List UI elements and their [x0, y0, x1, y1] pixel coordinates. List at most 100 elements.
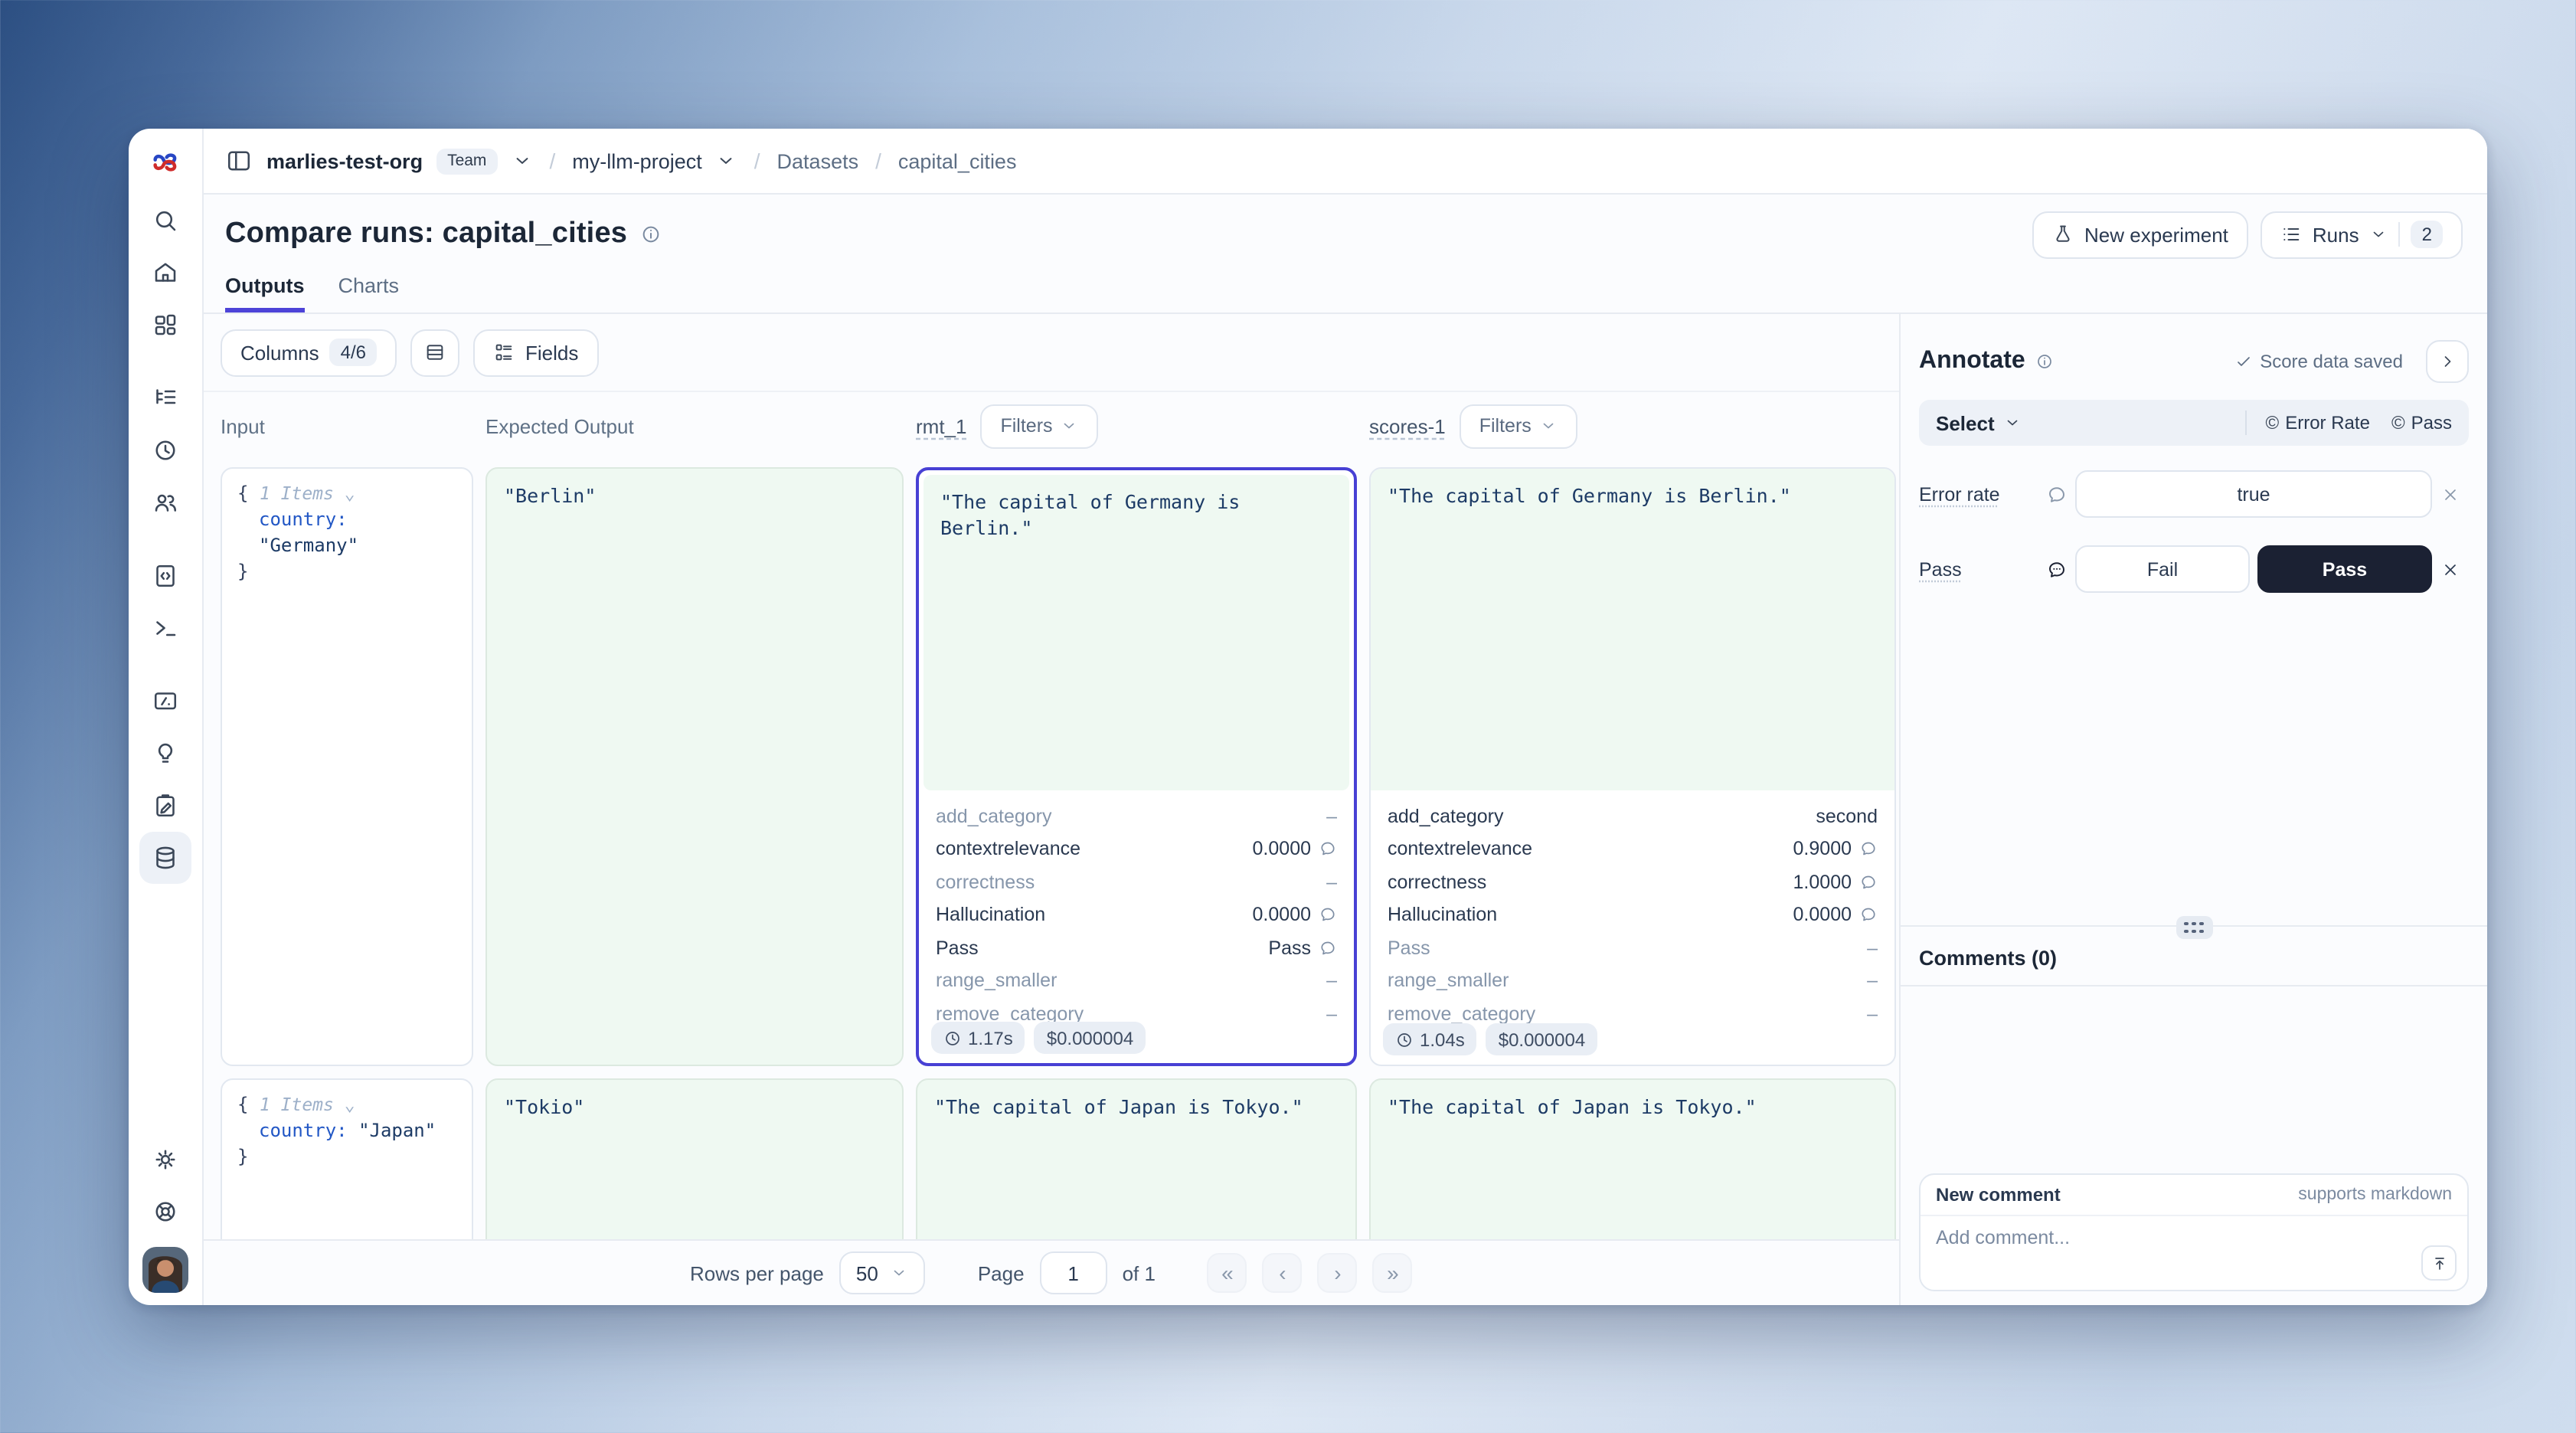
fields-button[interactable]: Fields	[472, 329, 599, 376]
comment-bubble-icon[interactable]	[1859, 906, 1878, 924]
rows-per-page-value: 50	[855, 1261, 878, 1284]
chevron-down-icon[interactable]	[716, 150, 737, 172]
metric-row: remove_category –	[936, 1003, 1337, 1024]
panel-toggle-icon[interactable]	[225, 147, 253, 175]
annotate-field-error-rate: Error rate	[1919, 470, 2469, 518]
code-file-icon	[156, 564, 175, 587]
rows-per-page-select[interactable]: 50	[839, 1251, 926, 1294]
metric-row: Pass –	[1388, 937, 1878, 959]
sidebar-item-playground[interactable]	[139, 676, 191, 728]
input-cell[interactable]: { 1 Items ⌄ country: "Germany" }	[221, 467, 473, 1066]
expected-output-cell[interactable]: "Berlin"	[485, 467, 904, 1066]
info-icon[interactable]	[2036, 352, 2055, 370]
chevron-down-icon[interactable]	[511, 150, 532, 172]
new-experiment-label: New experiment	[2084, 223, 2228, 246]
close-icon	[2445, 564, 2456, 574]
fail-button[interactable]: Fail	[2075, 545, 2250, 593]
expected-output-cell[interactable]: "Tokio"	[485, 1078, 904, 1239]
sidebar-item-home[interactable]	[139, 247, 191, 299]
app-logo[interactable]	[129, 129, 203, 195]
metric-row: correctness –	[936, 871, 1337, 893]
field-label: Error rate	[1919, 483, 2000, 505]
comment-bubble-icon[interactable]	[1319, 840, 1337, 859]
user-avatar[interactable]	[142, 1247, 188, 1293]
json-items-toggle[interactable]: 1 Items ⌄	[259, 483, 355, 504]
sidebar-item-dashboard[interactable]	[139, 299, 191, 351]
metric-row: Hallucination 0.0000	[919, 898, 1354, 931]
drag-handle[interactable]	[2176, 916, 2212, 939]
metric-row: range_smaller –	[936, 970, 1337, 992]
scorer-chip-pass[interactable]: © Pass	[2391, 412, 2452, 433]
breadcrumb-project[interactable]: my-llm-project	[572, 149, 702, 172]
metric-row: Pass Pass	[919, 931, 1354, 964]
scores-1-filters-button[interactable]: Filters	[1459, 404, 1577, 448]
annotate-title: Annotate	[1919, 347, 2025, 373]
comment-bubble-icon[interactable]	[1859, 873, 1878, 892]
sidebar-item-terminal[interactable]	[139, 602, 191, 654]
annotate-select-bar: Select © Error Rate © Pass	[1919, 400, 2469, 446]
rmt-1-output-cell[interactable]: "The capital of Japan is Tokyo."	[916, 1078, 1357, 1239]
comment-bubble-icon[interactable]	[1859, 840, 1878, 859]
tab-charts[interactable]: Charts	[338, 274, 400, 297]
json-items-toggle[interactable]: 1 Items ⌄	[259, 1094, 355, 1115]
clear-score-button[interactable]	[2432, 560, 2469, 578]
breadcrumb-datasets[interactable]: Datasets	[776, 149, 859, 172]
comment-input[interactable]	[1921, 1216, 2467, 1290]
prev-page-button[interactable]: ‹	[1262, 1253, 1303, 1293]
column-header-expected-output: Expected Output	[485, 414, 634, 437]
sidebar-item-insights[interactable]	[139, 728, 191, 780]
sidebar-item-search[interactable]	[139, 195, 191, 247]
scores-1-output-cell[interactable]: "The capital of Germany is Berlin." add_…	[1369, 467, 1896, 1066]
select-dropdown[interactable]: Select	[1936, 411, 2022, 434]
grid-rows: { 1 Items ⌄ country: "Germany" } "Berlin…	[204, 460, 1899, 1239]
column-header-scores-1[interactable]: scores-1	[1369, 414, 1446, 437]
settings-button[interactable]	[139, 1134, 191, 1186]
sidebar-item-datasets[interactable]	[139, 832, 191, 884]
submit-comment-button[interactable]	[2421, 1245, 2457, 1281]
new-comment-card: New comment supports markdown	[1919, 1173, 2469, 1291]
sidebar-item-annotation-queue[interactable]	[139, 780, 191, 832]
comment-bubble-active-icon[interactable]	[2038, 558, 2075, 580]
model-output-text: "The capital of Japan is Tokyo."	[1388, 1095, 1757, 1118]
json-brace: }	[237, 561, 249, 582]
column-header-rmt-1[interactable]: rmt_1	[916, 414, 967, 437]
comment-bubble-icon[interactable]	[1319, 906, 1337, 924]
check-icon	[2237, 356, 2250, 365]
next-page-button[interactable]: ›	[1317, 1253, 1358, 1293]
breadcrumb-dataset-name[interactable]: capital_cities	[897, 149, 1017, 172]
annotate-field-pass: Pass Fail Pass	[1919, 545, 2469, 593]
breadcrumb-org[interactable]: marlies-test-org	[266, 149, 423, 172]
sidebar-item-traces[interactable]	[139, 372, 191, 424]
pass-button[interactable]: Pass	[2257, 545, 2432, 593]
input-cell[interactable]: { 1 Items ⌄ country: "Japan" }	[221, 1078, 473, 1239]
sidebar-item-users[interactable]	[139, 476, 191, 528]
sidebar-rail	[129, 129, 204, 1305]
clear-score-button[interactable]	[2432, 485, 2469, 503]
comment-bubble-icon[interactable]	[2038, 483, 2075, 505]
compare-grid: Columns 4/6 Fields Input Expected Output	[204, 314, 1899, 1305]
info-icon[interactable]	[639, 224, 661, 245]
columns-button[interactable]: Columns 4/6	[221, 329, 397, 376]
comment-bubble-icon[interactable]	[1319, 939, 1337, 957]
row-height-button[interactable]	[410, 329, 459, 376]
cell-footer: 1.17s $0.000004	[931, 1022, 1146, 1054]
new-experiment-button[interactable]: New experiment	[2032, 211, 2248, 258]
collapse-panel-button[interactable]	[2426, 339, 2469, 382]
sidebar-item-history[interactable]	[139, 424, 191, 476]
page-input[interactable]	[1039, 1251, 1107, 1294]
tab-outputs[interactable]: Outputs	[225, 274, 305, 312]
model-output-text: "The capital of Japan is Tokyo."	[934, 1095, 1303, 1118]
error-rate-input[interactable]	[2075, 470, 2432, 518]
rmt-1-output-cell[interactable]: "The capital of Germany is Berlin." add_…	[916, 467, 1357, 1066]
scorer-chip-error-rate[interactable]: © Error Rate	[2265, 412, 2370, 433]
search-icon	[155, 211, 176, 231]
runs-button[interactable]: Runs 2	[2260, 211, 2463, 258]
last-page-button[interactable]: »	[1372, 1253, 1413, 1293]
scores-1-output-cell[interactable]: "The capital of Japan is Tokyo."	[1369, 1078, 1896, 1239]
sidebar-item-code[interactable]	[139, 550, 191, 602]
rmt-1-filters-button[interactable]: Filters	[980, 404, 1099, 448]
first-page-button[interactable]: «	[1207, 1253, 1247, 1293]
chevron-down-icon	[2374, 231, 2384, 237]
help-button[interactable]	[139, 1186, 191, 1238]
breadcrumb-separator: /	[875, 149, 881, 173]
